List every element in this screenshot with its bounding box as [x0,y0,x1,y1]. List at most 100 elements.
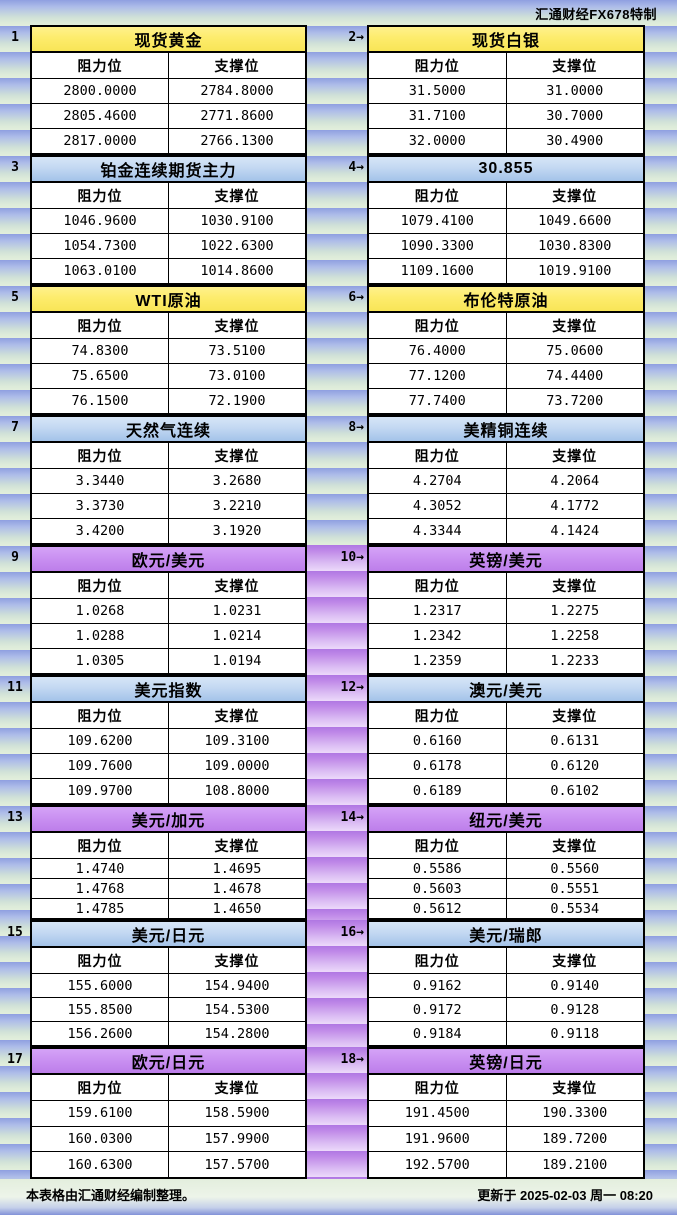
table-row: 4.2704 4.2064 [369,469,643,494]
resistance-header: 阻力位 [414,1079,460,1096]
support-value: 1019.9100 [505,259,644,283]
gutter-column: 4→ [307,155,367,285]
support-value: 2771.8600 [168,104,305,128]
resistance-header: 阻力位 [414,707,460,724]
column-header-row: 阻力位 支撑位 [369,313,643,339]
resistance-value: 77.1200 [408,368,466,384]
table-row: 155.6000 154.9400 [32,974,305,998]
table-row: 160.0300 157.9900 [32,1126,305,1153]
resistance-value: 1.2317 [412,603,462,619]
section-row: 9 欧元/美元 阻力位 支撑位 1.0268 1.0231 1.0288 1.0… [0,545,677,675]
support-value: 3.1920 [168,519,305,543]
table-row: 109.7600 109.0000 [32,754,305,779]
support-value: 2784.8000 [168,79,305,103]
right-margin [645,155,677,285]
section-row: 17 欧元/日元 阻力位 支撑位 159.6100 158.5900 160.0… [0,1047,677,1179]
resistance-value: 0.6160 [412,733,462,749]
support-value: 0.9128 [505,998,644,1021]
resistance-value: 76.4000 [408,343,466,359]
resistance-value: 155.6000 [67,977,133,994]
left-table-number: 1 [11,30,19,45]
support-value: 0.9118 [505,1022,644,1045]
table-row: 191.4500 190.3300 [369,1101,643,1127]
table-row: 156.2600 154.2800 [32,1022,305,1045]
instrument-table-right: 美精铜连续 阻力位 支撑位 4.2704 4.2064 4.3052 4.177… [367,415,645,545]
support-value: 0.6120 [505,754,644,778]
resistance-value: 4.3052 [412,498,462,514]
support-value: 190.3300 [505,1101,644,1126]
support-value: 158.5900 [168,1101,305,1126]
table-row: 1.0305 1.0194 [32,649,305,673]
table-title: 现货白银 [369,27,643,53]
footer-credit: 本表格由汇通财经编制整理。 [26,1188,196,1203]
table-row: 3.4200 3.1920 [32,519,305,543]
resistance-value: 0.6189 [412,783,462,799]
right-table-number: 6→ [348,290,364,305]
support-value: 4.1772 [505,494,644,518]
instrument-table-left: 现货黄金 阻力位 支撑位 2800.0000 2784.8000 2805.46… [30,25,307,155]
table-row: 0.5612 0.5534 [369,899,643,918]
row-number-column: 5 [0,285,30,415]
table-row: 1063.0100 1014.8600 [32,259,305,283]
right-table-number: 4→ [348,160,364,175]
support-value: 189.7200 [505,1126,644,1152]
support-value: 72.1900 [168,389,305,413]
resistance-value: 2800.0000 [63,83,137,99]
resistance-value: 109.9700 [67,783,133,799]
resistance-value: 1079.4100 [400,213,474,229]
resistance-value: 0.5612 [412,900,462,917]
resistance-header: 阻力位 [414,952,460,969]
table-row: 76.4000 75.0600 [369,339,643,364]
table-row: 77.1200 74.4400 [369,364,643,389]
support-header: 支撑位 [505,573,644,598]
resistance-value: 1.4785 [75,900,125,917]
resistance-value: 159.6100 [67,1105,133,1122]
support-value: 73.5100 [168,339,305,363]
table-title: 欧元/美元 [32,547,305,573]
resistance-value: 191.4500 [404,1105,470,1122]
resistance-value: 2805.4600 [63,108,137,124]
resistance-value: 74.8300 [71,343,129,359]
resistance-value: 0.9162 [412,977,462,994]
column-header-row: 阻力位 支撑位 [32,703,305,729]
support-value: 0.6102 [505,779,644,803]
support-header: 支撑位 [168,833,305,858]
table-row: 1046.9600 1030.9100 [32,209,305,234]
left-table-number: 9 [11,550,19,565]
right-table-number: 16→ [340,925,364,940]
support-value: 73.7200 [505,389,644,413]
resistance-value: 1046.9600 [63,213,137,229]
table-row: 31.5000 31.0000 [369,79,643,104]
left-table-number: 13 [7,810,23,825]
table-row: 0.6178 0.6120 [369,754,643,779]
support-header: 支撑位 [168,1075,305,1100]
right-margin [645,920,677,1047]
table-title: 澳元/美元 [369,677,643,703]
top-bar: 汇通财经FX678特制 [0,0,677,25]
table-row: 1054.7300 1022.6300 [32,234,305,259]
resistance-value: 160.6300 [67,1156,133,1173]
support-value: 75.0600 [505,339,644,363]
table-row: 3.3730 3.2210 [32,494,305,519]
right-margin [645,25,677,155]
instrument-table-left: WTI原油 阻力位 支撑位 74.8300 73.5100 75.6500 73… [30,285,307,415]
gutter-column: 12→ [307,675,367,805]
instrument-table-left: 欧元/日元 阻力位 支撑位 159.6100 158.5900 160.0300… [30,1047,307,1179]
support-value: 154.9400 [168,974,305,997]
column-header-row: 阻力位 支撑位 [32,183,305,209]
resistance-header: 阻力位 [77,1079,123,1096]
right-table-number: 12→ [340,680,364,695]
support-value: 1.0214 [168,624,305,648]
resistance-value: 31.7100 [408,108,466,124]
instrument-table-right: 30.855 阻力位 支撑位 1079.4100 1049.6600 1090.… [367,155,645,285]
table-row: 0.5586 0.5560 [369,859,643,879]
column-header-row: 阻力位 支撑位 [369,1075,643,1101]
support-value: 4.1424 [505,519,644,543]
support-value: 154.2800 [168,1022,305,1045]
resistance-value: 0.5603 [412,880,462,897]
table-row: 4.3052 4.1772 [369,494,643,519]
left-table-number: 7 [11,420,19,435]
support-value: 1.4650 [168,899,305,918]
right-margin [645,675,677,805]
support-value: 1.4678 [168,879,305,898]
